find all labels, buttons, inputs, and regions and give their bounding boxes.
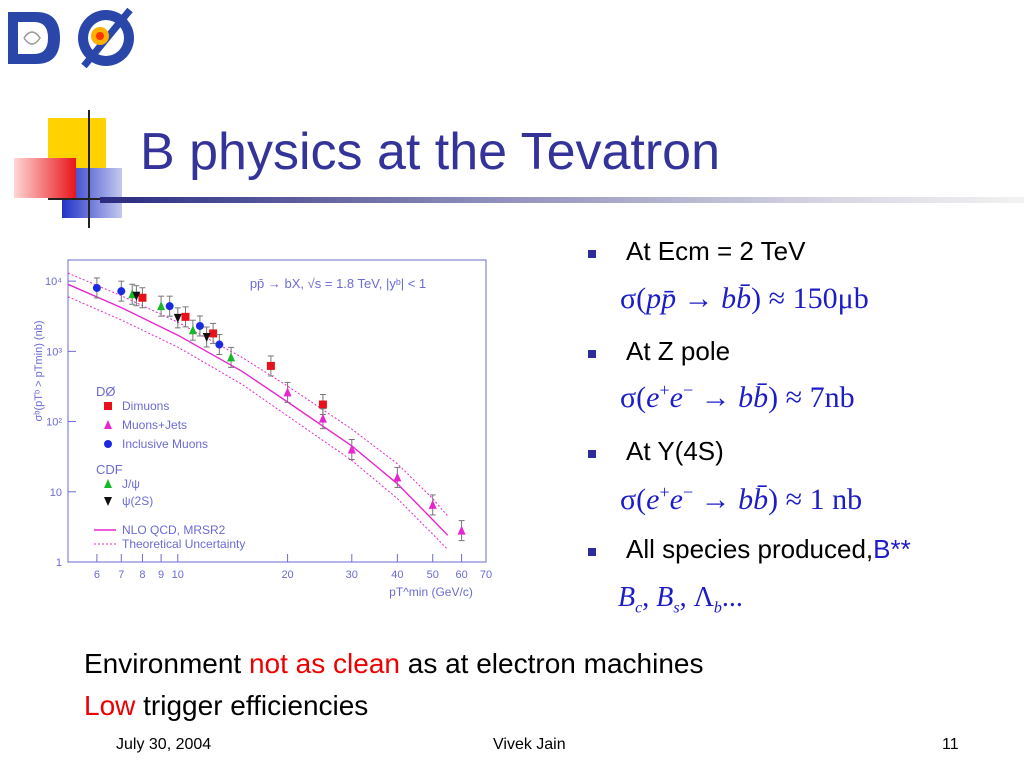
x-tick-label: 20 xyxy=(281,569,293,581)
d0-logo xyxy=(2,2,144,74)
data-point xyxy=(318,400,327,409)
data-point xyxy=(209,329,218,338)
x-tick-label: 8 xyxy=(139,569,145,581)
title-underline xyxy=(100,197,1024,203)
bullet-marker xyxy=(588,450,596,458)
data-point xyxy=(266,361,275,370)
bullet-text: At Ecm = 2 TeV xyxy=(626,236,806,266)
data-point xyxy=(104,440,112,448)
bullet-marker xyxy=(588,548,596,556)
y-axis-label: σᵇ(pTᵇ > pTmin) (nb) xyxy=(33,321,45,422)
data-point xyxy=(202,333,211,343)
legend-group-d0: DØ xyxy=(96,384,116,399)
data-point xyxy=(92,283,101,292)
data-point xyxy=(195,321,204,330)
x-tick-label: 6 xyxy=(94,569,100,581)
title-decoration xyxy=(10,110,140,230)
formula-y4s: σ(e+e− → bb̄) ≈ 1 nb xyxy=(620,482,863,516)
data-point xyxy=(457,525,466,535)
trigger-statement: Low trigger efficiencies xyxy=(84,690,369,721)
y-tick-label: 10⁴ xyxy=(45,276,62,288)
formula-z-pole: σ(e+e− → bb̄) ≈ 7nb xyxy=(620,380,855,414)
bullet-text: At Z pole xyxy=(626,336,731,366)
highlight-low: Low xyxy=(84,690,136,721)
data-point xyxy=(428,499,437,509)
data-point xyxy=(138,293,147,302)
chart-title: pp̄ → bX, √s = 1.8 TeV, |yᵇ| < 1 xyxy=(250,276,426,291)
data-point xyxy=(393,472,402,482)
footer-date: July 30, 2004 xyxy=(116,736,212,753)
cross-section-chart: 6 7 8 9 10 20 30 40 50 60 70 1 10 10² 10³ 10⁴ pT^min (Ge… xyxy=(28,250,498,610)
x-tick-label: 70 xyxy=(480,569,492,581)
y-tick-label: 10³ xyxy=(46,346,62,358)
legend-group-cdf: CDF xyxy=(96,462,123,477)
data-point xyxy=(318,413,327,423)
data-point xyxy=(104,479,112,488)
data-point xyxy=(188,325,197,335)
environment-statement: Environment not as clean as at electron … xyxy=(84,648,704,679)
bullet-marker xyxy=(588,350,596,358)
x-tick-label: 9 xyxy=(158,569,164,581)
data-point xyxy=(227,352,236,362)
highlight-not-as-clean: not as clean xyxy=(248,648,400,679)
data-point xyxy=(215,340,224,349)
legend-entry: J/ψ xyxy=(122,477,140,491)
data-point xyxy=(165,302,174,311)
x-tick-label: 60 xyxy=(455,569,467,581)
formula-species: Bc, Bs, Λb... xyxy=(618,582,743,617)
plot-frame xyxy=(67,259,487,563)
x-tick-label: 50 xyxy=(427,569,439,581)
legend-entry: Inclusive Muons xyxy=(122,437,208,451)
y-tick-label: 10 xyxy=(50,487,62,499)
legend-entry: Muons+Jets xyxy=(122,418,187,432)
x-tick-label: 10 xyxy=(172,569,184,581)
data-point xyxy=(181,312,190,321)
x-tick-label: 7 xyxy=(118,569,124,581)
legend-entry: ψ(2S) xyxy=(122,494,153,508)
footer-page-number: 11 xyxy=(942,736,959,753)
x-tick-label: 40 xyxy=(391,569,403,581)
legend-entry: Dimuons xyxy=(122,399,169,413)
data-point xyxy=(283,387,292,397)
x-tick-label: 30 xyxy=(346,569,358,581)
data-point xyxy=(104,420,112,429)
data-point xyxy=(104,497,112,506)
bullet-text: At Y(4S) xyxy=(626,436,724,466)
x-axis-label: pT^min (GeV/c) xyxy=(389,585,473,599)
data-point xyxy=(173,313,182,323)
cross-section-plot: 6 7 8 9 10 20 30 40 50 60 70 1 10 10² 10³ 10⁴ pT^min (Ge… xyxy=(28,250,498,610)
y-tick-label: 10² xyxy=(46,417,62,429)
bullet-b-star: B** xyxy=(873,534,911,564)
bullet-marker xyxy=(588,250,596,258)
data-point xyxy=(104,402,112,410)
footer-author: Vivek Jain xyxy=(493,736,566,753)
data-point xyxy=(117,287,126,296)
bullet-text: All species produced, xyxy=(626,534,874,564)
formula-ecm: σ(pp̄ → bb̄) ≈ 150μb xyxy=(620,282,869,315)
legend-entry: NLO QCD, MRSR2 xyxy=(122,523,226,537)
data-point xyxy=(157,301,166,311)
y-tick-label: 1 xyxy=(56,557,62,569)
slide-title: B physics at the Tevatron xyxy=(140,123,721,181)
data-point xyxy=(347,444,356,454)
legend-entry: Theoretical Uncertainty xyxy=(122,537,245,551)
data-point xyxy=(128,289,137,299)
uncertainty-band-curve xyxy=(67,296,449,550)
data-point xyxy=(132,291,141,301)
